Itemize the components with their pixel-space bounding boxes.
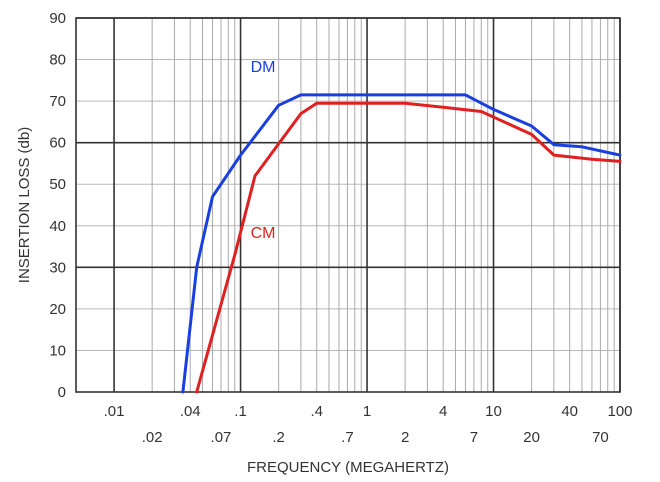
x-tick-label: .02 bbox=[142, 429, 163, 446]
y-tick-label: 50 bbox=[49, 176, 66, 193]
x-tick-labels: .01 .02 .04 .07.1 .2 .4 .7 1 2 4 7 10 20 40 70 100 bbox=[104, 403, 633, 446]
x-tick-label: .7 bbox=[341, 429, 354, 446]
series-line-cm bbox=[195, 101, 622, 394]
x-tick-label: 20 bbox=[523, 429, 540, 446]
y-tick-label: 90 bbox=[49, 10, 66, 27]
x-tick-label: 1 bbox=[363, 403, 371, 420]
x-axis-title: FREQUENCY (MEGAHERTZ) bbox=[247, 459, 449, 476]
x-tick-label: .2 bbox=[272, 429, 285, 446]
x-tick-label: 70 bbox=[592, 429, 609, 446]
x-tick-label: .07 bbox=[211, 429, 232, 446]
x-tick-label: 100 bbox=[607, 403, 632, 420]
series-label-dm: DM bbox=[251, 59, 276, 76]
y-tick-label: 10 bbox=[49, 342, 66, 359]
x-tick-label: 2 bbox=[401, 429, 409, 446]
y-tick-label: 20 bbox=[49, 301, 66, 318]
y-tick-label: 60 bbox=[49, 135, 66, 152]
y-tick-label: 70 bbox=[49, 93, 66, 110]
x-tick-label: 10 bbox=[485, 403, 502, 420]
x-tick-label: 40 bbox=[561, 403, 578, 420]
y-tick-label: 30 bbox=[49, 259, 66, 276]
y-tick-label: 0 bbox=[58, 384, 66, 401]
y-tick-label: 40 bbox=[49, 218, 66, 235]
plot-border bbox=[75, 17, 621, 393]
series-label-cm: CM bbox=[251, 225, 276, 242]
series-line-dm bbox=[181, 93, 622, 394]
series-lines: DM CM bbox=[181, 59, 622, 394]
y-tick-label: 80 bbox=[49, 52, 66, 69]
x-tick-label: 4 bbox=[439, 403, 447, 420]
y-axis-title: INSERTION LOSS (db) bbox=[16, 127, 33, 283]
x-tick-label: .01 bbox=[104, 403, 125, 420]
x-tick-label: .04 bbox=[180, 403, 201, 420]
x-tick-label: .4 bbox=[310, 403, 323, 420]
grid bbox=[75, 17, 621, 393]
x-tick-label: .1 bbox=[234, 403, 247, 420]
y-tick-labels: 0 10 20 30 40 50 60 70 80 90 bbox=[49, 10, 66, 401]
x-tick-label: 7 bbox=[470, 429, 478, 446]
